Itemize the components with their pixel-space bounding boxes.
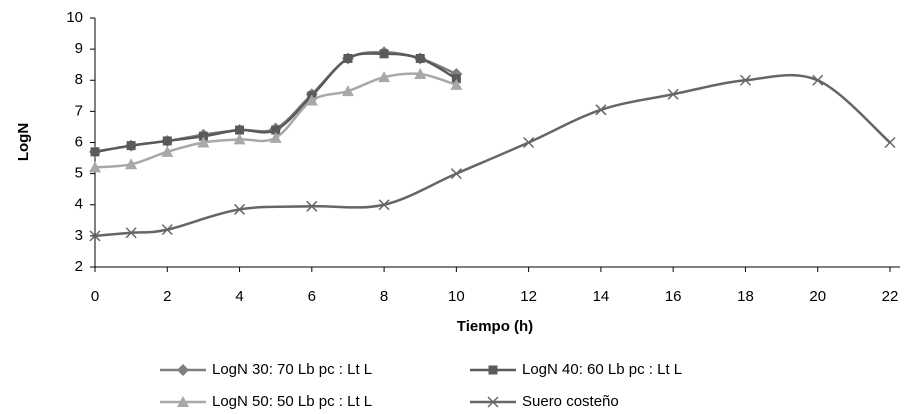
marker bbox=[378, 71, 391, 83]
x-tick-label: 8 bbox=[380, 288, 388, 305]
marker bbox=[125, 227, 137, 239]
marker bbox=[451, 74, 461, 84]
x-tick-label: 10 bbox=[448, 288, 465, 305]
marker bbox=[884, 136, 896, 149]
y-tick-label: 2 bbox=[75, 258, 83, 275]
marker bbox=[450, 78, 463, 90]
legend-marker bbox=[488, 365, 498, 375]
marker bbox=[812, 74, 824, 86]
legend-marker bbox=[177, 396, 189, 407]
x-tick-label: 22 bbox=[882, 288, 899, 305]
y-tick-label: 8 bbox=[75, 71, 83, 88]
marker bbox=[125, 158, 138, 170]
marker bbox=[269, 131, 282, 143]
legend-marker bbox=[487, 396, 499, 408]
marker bbox=[306, 200, 318, 212]
x-axis-label: Tiempo (h) bbox=[457, 318, 533, 335]
marker bbox=[305, 94, 318, 106]
marker bbox=[161, 145, 174, 157]
legend-label: Suero costeño bbox=[522, 393, 619, 410]
x-tick-label: 16 bbox=[665, 288, 682, 305]
marker bbox=[667, 88, 679, 100]
marker bbox=[90, 147, 100, 157]
x-tick-label: 6 bbox=[308, 288, 316, 305]
marker bbox=[197, 136, 210, 148]
y-tick-label: 4 bbox=[75, 196, 83, 213]
legend-label: LogN 50: 50 Lb pc : Lt L bbox=[212, 393, 372, 410]
marker bbox=[739, 74, 751, 86]
legend-label: LogN 40: 60 Lb pc : Lt L bbox=[522, 361, 682, 378]
marker bbox=[234, 203, 246, 215]
x-tick-label: 18 bbox=[737, 288, 754, 305]
marker bbox=[161, 224, 173, 236]
series-line bbox=[94, 73, 891, 238]
x-tick-label: 0 bbox=[91, 288, 99, 305]
marker bbox=[343, 53, 353, 63]
marker bbox=[450, 168, 462, 180]
y-tick-label: 6 bbox=[75, 133, 83, 150]
x-tick-label: 2 bbox=[163, 288, 171, 305]
marker bbox=[341, 85, 354, 97]
marker bbox=[414, 68, 427, 80]
marker bbox=[126, 141, 136, 151]
marker bbox=[378, 199, 390, 211]
marker bbox=[198, 131, 208, 141]
y-tick-label: 9 bbox=[75, 40, 83, 57]
y-tick-label: 3 bbox=[75, 227, 83, 244]
x-tick-label: 4 bbox=[235, 288, 243, 305]
x-tick-label: 14 bbox=[593, 288, 610, 305]
marker bbox=[595, 104, 607, 116]
legend-marker bbox=[177, 364, 189, 376]
y-tick-label: 5 bbox=[75, 165, 83, 182]
marker bbox=[233, 133, 246, 145]
marker bbox=[89, 161, 101, 173]
marker bbox=[379, 49, 389, 59]
marker bbox=[89, 230, 101, 242]
y-tick-label: 10 bbox=[66, 9, 83, 26]
marker bbox=[415, 53, 425, 63]
marker bbox=[523, 136, 535, 149]
marker bbox=[271, 125, 281, 135]
y-tick-label: 7 bbox=[75, 102, 83, 119]
x-tick-label: 20 bbox=[809, 288, 826, 305]
x-tick-label: 12 bbox=[520, 288, 537, 305]
y-axis-label: LogN bbox=[15, 123, 32, 161]
legend-label: LogN 30: 70 Lb pc : Lt L bbox=[212, 361, 372, 378]
series-line bbox=[94, 72, 457, 169]
marker bbox=[235, 125, 245, 135]
marker bbox=[162, 136, 172, 146]
